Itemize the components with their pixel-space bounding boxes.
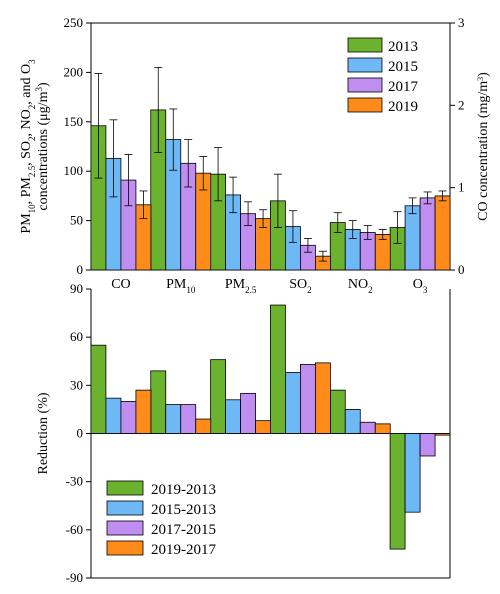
top-ytick-right-label: 0: [458, 262, 465, 277]
x-category-label: PM2.5: [225, 277, 257, 295]
bottom-legend-swatch-2019-2013: [106, 480, 144, 496]
top-ylabel-right: CO concentration (mg/m3): [476, 72, 492, 221]
bottom-bar-no2-2015-2013: [344, 409, 361, 434]
bottom-ytick-label: 0: [77, 426, 84, 441]
bottom-legend-swatch-2015-2013: [106, 500, 144, 516]
bottom-legend-label-2017-2015: 2017-2015: [151, 522, 216, 538]
top-panel: 0 50 100 150 200 250 0 1 2 3 CO PM10 PM2.5 SO2 NO2 O3 PM…: [19, 15, 491, 295]
bottom-ytick-label: -30: [66, 474, 83, 489]
bottom-legend-swatch-2017-2015: [106, 520, 144, 536]
top-ytick-label: 150: [64, 114, 84, 129]
bottom-ytick-label: 60: [70, 329, 83, 344]
bottom-bar-pm25-2017-2015: [240, 392, 256, 434]
top-ylabel-line1: PM10, PM2.5, SO2, NO2, and O3: [19, 59, 37, 234]
bottom-bar-so2-2019-2013: [270, 304, 286, 434]
top-ytick-right-label: 1: [458, 180, 465, 195]
top-legend-swatch-2015: [347, 57, 383, 73]
bottom-bar-no2-2019-2013: [329, 389, 346, 434]
bottom-legend-label-2019-2017: 2019-2017: [151, 542, 216, 558]
bottom-bar-so2-2015-2013: [285, 372, 301, 434]
bottom-legend-label-2015-2013: 2015-2013: [151, 502, 216, 518]
bottom-bar-o3-2019-2017: [434, 433, 451, 436]
bottom-bar-co-2017-2015: [120, 400, 137, 434]
bottom-legend-label-2019-2013: 2019-2013: [151, 482, 216, 498]
bottom-legend-swatch-2019-2017: [106, 540, 144, 556]
bottom-bar-pm10-2017-2015: [180, 404, 197, 434]
bottom-bar-co-2015-2013: [105, 397, 122, 434]
bottom-bar-pm10-2015-2013: [165, 404, 182, 434]
bottom-ytick-label: -90: [66, 570, 83, 585]
bottom-bar-o3-2017-2015: [419, 433, 436, 457]
bottom-bar-so2-2017-2015: [300, 364, 316, 434]
top-ytick-right-label: 3: [458, 15, 465, 30]
top-ylabel-line2: concentrations (μg/m3): [34, 82, 51, 211]
top-ytick-label: 100: [64, 163, 84, 178]
bottom-ytick-label: 90: [70, 281, 83, 296]
bottom-bar-pm25-2019-2017: [255, 420, 271, 434]
bottom-bar-o3-2015-2013: [404, 433, 421, 513]
top-bar-o3-2015: [404, 205, 421, 271]
top-legend-label-2013: 2013: [388, 39, 418, 55]
x-category-label: O3: [413, 277, 428, 295]
x-category-label: NO2: [348, 277, 373, 295]
bottom-bar-pm25-2019-2013: [210, 359, 226, 434]
bottom-bar-so2-2019-2017: [315, 362, 331, 434]
x-category-label: PM10: [166, 277, 196, 295]
top-ytick-label: 0: [77, 262, 84, 277]
bottom-bar-pm10-2019-2017: [195, 418, 212, 434]
top-legend-label-2015: 2015: [388, 59, 418, 75]
top-bar-o3-2019: [434, 195, 451, 271]
top-ytick-label: 250: [64, 15, 84, 30]
top-legend-swatch-2013: [347, 37, 383, 53]
bottom-bar-o3-2019-2013: [389, 433, 406, 550]
bottom-bar-no2-2017-2015: [359, 421, 376, 434]
bottom-bar-pm10-2019-2013: [150, 370, 167, 434]
x-category-label: CO: [111, 277, 130, 292]
bottom-bar-co-2019-2013: [90, 344, 107, 434]
bottom-ytick-label: 30: [70, 377, 83, 392]
bottom-bar-pm25-2015-2013: [225, 399, 241, 434]
bottom-bar-no2-2019-2017: [374, 423, 391, 434]
bottom-ylabel: Reduction (%): [36, 392, 51, 474]
top-ytick-label: 200: [64, 64, 84, 79]
top-legend-label-2019: 2019: [388, 99, 418, 115]
top-ytick-label: 50: [70, 213, 83, 228]
bottom-ytick-label: -60: [66, 522, 83, 537]
x-category-label: SO2: [289, 277, 311, 295]
top-bar-o3-2017: [419, 197, 436, 271]
top-ytick-right-label: 2: [458, 97, 465, 112]
bottom-bar-co-2019-2017: [135, 389, 152, 434]
bottom-panel: 90 60 30 0 -30 -60 -90 Reduction (%) 2019-2013 20…: [36, 281, 451, 585]
top-legend-swatch-2017: [347, 77, 383, 93]
top-legend-label-2017: 2017: [388, 79, 419, 95]
top-legend-swatch-2019: [347, 97, 383, 113]
